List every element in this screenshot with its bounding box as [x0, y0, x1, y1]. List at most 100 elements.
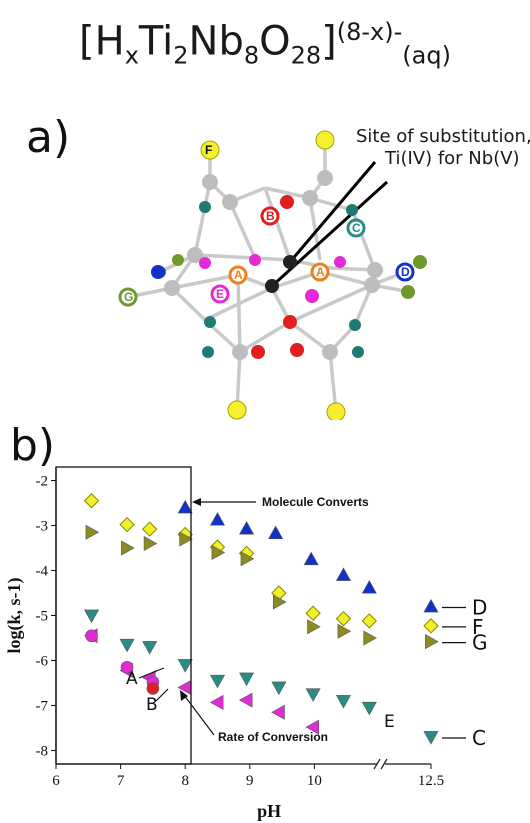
box-annotation: Molecule Converts [262, 495, 369, 509]
atom-magenta [305, 289, 319, 303]
atom-label-a-right [310, 262, 330, 282]
atom-label-g-text: G [124, 290, 133, 304]
data-point-c [335, 695, 351, 709]
atom-label-c [346, 218, 366, 238]
data-point-a [85, 629, 98, 643]
atom-green [413, 255, 427, 269]
atom-teal [352, 346, 364, 358]
atom-green [401, 285, 415, 299]
atom-label-e [210, 284, 230, 304]
substitution-annotation-line1: Site of substitution, [356, 126, 530, 147]
panel-b-label: b) [10, 420, 56, 471]
y-tick-label: -8 [36, 744, 49, 760]
atom-grey [164, 280, 180, 296]
formula-ti: Ti [138, 18, 174, 65]
atom-grey [222, 194, 238, 210]
atom-label-d [395, 262, 415, 282]
data-point-e [209, 694, 224, 710]
atom-magenta [199, 257, 211, 269]
data-point-e [177, 679, 192, 696]
formula-phase: (aq) [402, 41, 451, 70]
molecule-atoms: F B C A A D E G [118, 130, 427, 420]
data-point-g [211, 544, 226, 561]
atom-red [283, 315, 297, 329]
axis-break-mark [380, 758, 388, 770]
data-point-f [335, 610, 352, 627]
point-label-b: B [146, 695, 158, 715]
data-point-c [305, 688, 321, 702]
box-annotation-arrowhead [192, 498, 201, 506]
y-tick-label: -3 [36, 519, 49, 535]
atom-label-b-text: B [266, 209, 275, 223]
atom-red [251, 345, 265, 359]
data-point-c [361, 701, 377, 716]
y-tick-label: -5 [36, 609, 49, 625]
x-tick-label: 10 [307, 773, 322, 789]
data-point-c [209, 674, 226, 689]
data-point-d [177, 499, 193, 514]
data-point-g [143, 535, 158, 552]
data-point-c [423, 731, 439, 745]
data-point-f [305, 605, 321, 621]
data-point-f [423, 618, 439, 634]
x-tick-label: 8 [181, 773, 189, 789]
data-point-f [83, 493, 100, 509]
atom-label-e-text: E [216, 287, 224, 301]
atom-yellow-bottom-right [326, 402, 346, 420]
legend-label-g: G [472, 631, 488, 655]
atom-blue [151, 265, 165, 279]
data-point-e [238, 692, 253, 708]
atom-grey [302, 190, 318, 206]
data-point-d [423, 598, 439, 613]
atom-magenta [334, 256, 346, 268]
data-point-c [84, 609, 100, 624]
data-point-d [335, 567, 351, 581]
atom-grey [232, 344, 248, 360]
formula-sub-2: 2 [173, 41, 189, 70]
atom-grey [364, 277, 380, 293]
y-tick-label: -4 [36, 564, 49, 580]
leader-line-b [155, 688, 169, 702]
panel-a-label: a) [26, 112, 71, 163]
legend-label-d: D [472, 596, 487, 620]
y-tick-label: -6 [36, 654, 49, 670]
x-tick-label: 7 [117, 773, 125, 789]
atom-yellow-top-right [315, 130, 335, 150]
data-point-g [337, 623, 352, 639]
data-point-d [209, 512, 226, 526]
molecule-structure: Site of substitution, Ti(IV) for Nb(V) [118, 126, 530, 420]
data-point-c [177, 659, 193, 673]
data-point-e [305, 719, 320, 735]
x-axis-title: pH [257, 801, 281, 821]
data-point-f [361, 613, 378, 629]
data-point-d [268, 525, 284, 540]
substitution-annotation-line2: Ti(IV) for Nb(V) [384, 148, 520, 169]
chart-ticks: 6 7 8 9 10 12.5 -2 -3 -4 -5 -6 -7 -8 pH log(k, s-1) [4, 474, 444, 822]
data-point-c [142, 641, 158, 655]
atom-teal [346, 204, 358, 216]
atom-grey [367, 262, 383, 278]
legend-label-c: C [472, 726, 486, 750]
atom-teal [199, 201, 211, 213]
leader-line-a [138, 667, 165, 679]
point-label-a: A [126, 669, 138, 689]
atom-red [280, 195, 294, 209]
atom-teal [204, 316, 216, 328]
data-point-g [179, 531, 193, 547]
data-point-f [119, 516, 135, 533]
data-point-g [85, 524, 100, 540]
atom-label-f-text: F [205, 143, 212, 157]
axis-break-mark [373, 758, 381, 770]
rate-chart: 6 7 8 9 10 12.5 -2 -3 -4 -5 -6 -7 -8 pH log(k, s-1) Mo… [4, 466, 488, 822]
atom-grey [322, 344, 338, 360]
atom-label-c-text: C [352, 221, 361, 235]
x-tick-label: 6 [52, 773, 60, 789]
atom-teal [349, 319, 361, 331]
data-point-g [121, 540, 135, 556]
rate-annotation: Rate of Conversion [218, 730, 328, 744]
data-point-g [240, 551, 255, 567]
x-tick-label: 12.5 [418, 773, 444, 789]
data-point-d [361, 579, 377, 594]
data-point-a [120, 660, 134, 674]
data-point-c [239, 672, 255, 687]
